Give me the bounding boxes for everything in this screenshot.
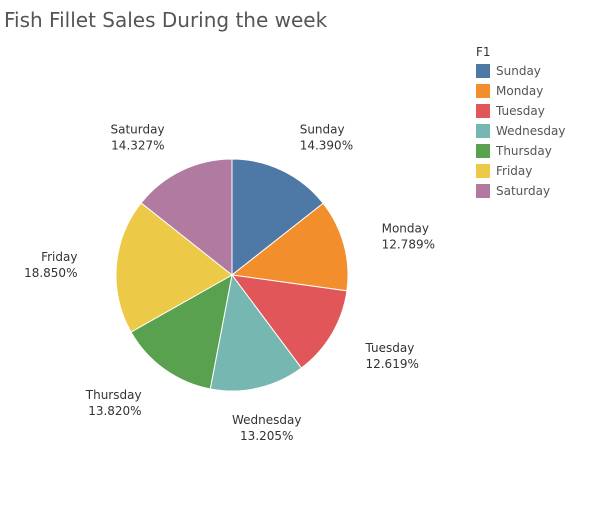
legend-swatch <box>476 104 490 118</box>
pie-labels: Sunday 14.390% Monday 12.789% Tuesday 12.619%… <box>24 122 435 443</box>
slice-category-label: Sunday <box>300 123 345 137</box>
legend-item-wednesday[interactable]: Wednesday <box>476 121 565 141</box>
legend-item-thursday[interactable]: Thursday <box>476 141 565 161</box>
legend-item-friday[interactable]: Friday <box>476 161 565 181</box>
legend-swatch <box>476 164 490 178</box>
slice-value-label: 12.619% <box>365 357 418 371</box>
slice-label-sunday: Sunday 14.390% <box>300 123 353 153</box>
legend-swatch <box>476 124 490 138</box>
legend: F1 Sunday Monday Tuesday Wednesday Thursday F… <box>476 45 565 201</box>
slice-category-label: Monday <box>382 221 429 235</box>
legend-swatch <box>476 64 490 78</box>
pie-slice-tuesday[interactable] <box>230 274 348 369</box>
slice-value-label: 12.789% <box>382 237 435 251</box>
slice-category-label: Tuesday <box>364 341 414 355</box>
legend-label: Sunday <box>496 64 541 78</box>
slice-label-monday: Monday 12.789% <box>382 221 435 251</box>
slice-label-friday: Friday 18.850% <box>24 250 77 280</box>
slice-label-thursday: Thursday 13.820% <box>85 388 142 418</box>
pie-slice-thursday[interactable] <box>130 274 233 390</box>
legend-swatch <box>476 144 490 158</box>
legend-label: Friday <box>496 164 533 178</box>
pie-slice-wednesday[interactable] <box>209 273 303 392</box>
legend-item-tuesday[interactable]: Tuesday <box>476 101 565 121</box>
legend-label: Tuesday <box>496 104 545 118</box>
chart-title: Fish Fillet Sales During the week <box>4 8 328 32</box>
legend-swatch <box>476 84 490 98</box>
slice-category-label: Thursday <box>85 388 142 402</box>
slice-label-saturday: Saturday 14.327% <box>110 122 164 152</box>
legend-title: F1 <box>476 45 491 59</box>
slice-value-label: 18.850% <box>24 266 77 280</box>
legend-label: Wednesday <box>496 124 566 138</box>
legend-item-monday[interactable]: Monday <box>476 81 565 101</box>
slice-value-label: 14.390% <box>300 139 353 153</box>
slice-category-label: Wednesday <box>232 413 301 427</box>
slice-label-wednesday: Wednesday 13.205% <box>232 413 301 443</box>
slice-value-label: 14.327% <box>111 138 164 152</box>
legend-item-saturday[interactable]: Saturday <box>476 181 565 201</box>
legend-label: Thursday <box>496 144 552 158</box>
legend-label: Saturday <box>496 184 551 198</box>
pie-slices <box>115 158 349 392</box>
legend-label: Monday <box>496 84 544 98</box>
slice-label-tuesday: Tuesday 12.619% <box>364 341 418 371</box>
legend-items: Sunday Monday Tuesday Wednesday Thursday Frid… <box>476 61 565 201</box>
pie-slice-monday[interactable] <box>230 202 349 292</box>
pie-slice-sunday[interactable] <box>231 158 324 277</box>
slice-value-label: 13.205% <box>240 429 293 443</box>
legend-item-sunday[interactable]: Sunday <box>476 61 565 81</box>
pie-slice-saturday[interactable] <box>140 158 233 277</box>
pie-slice-friday[interactable] <box>115 202 233 333</box>
slice-category-label: Saturday <box>110 122 164 136</box>
slice-value-label: 13.820% <box>88 404 141 418</box>
legend-swatch <box>476 184 490 198</box>
slice-category-label: Friday <box>41 250 77 264</box>
